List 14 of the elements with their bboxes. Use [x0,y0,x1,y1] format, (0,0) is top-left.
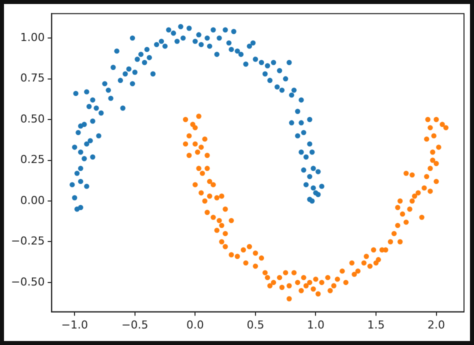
y-tick-label: 0.25 [20,153,45,166]
y-tick-label: 1.00 [20,30,45,44]
x-tick-label: 2.0 [428,318,446,332]
y-tick-label: −0.25 [10,234,45,248]
x-tick-label: −1.0 [61,318,88,332]
x-tick-label: −0.5 [122,318,148,332]
y-tick-label: 0.00 [20,194,45,207]
x-tick-label: 0.0 [186,318,204,332]
x-tick-label: 1.5 [367,318,385,332]
x-tick-label: 1.0 [306,318,324,332]
y-tick-label: 0.50 [20,112,45,126]
y-tick-label: 0.75 [20,72,45,85]
x-tick-label: 0.5 [246,318,264,332]
y-tick-label: −0.50 [10,275,45,288]
